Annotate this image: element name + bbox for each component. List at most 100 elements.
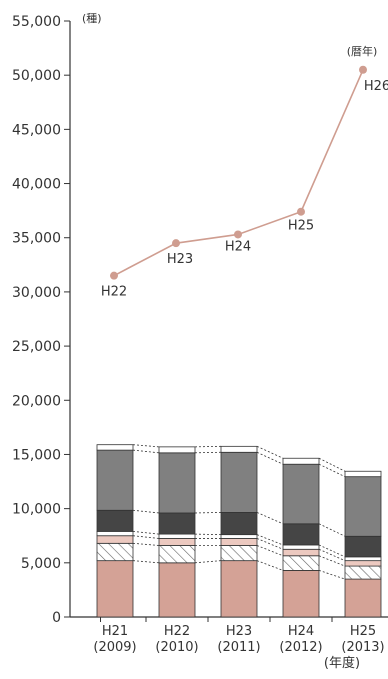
axes: 0 5,000 10,000 15,000 20,000 25,000 30,000 35,0…: [12, 14, 388, 626]
bar-segment: [220, 512, 258, 536]
y-tick-label: 30,000: [12, 285, 61, 301]
connector-line: [194, 451, 222, 454]
stacked-bars: [96, 444, 382, 618]
bar-segment: [96, 509, 134, 532]
y-tick-label: 55,000: [12, 14, 61, 30]
x-tick-label-year: (2011): [217, 640, 260, 655]
line-point-label: H24: [225, 239, 251, 254]
connector-line: [194, 512, 222, 514]
bar-segment: [220, 534, 258, 539]
connector-line: [132, 509, 160, 514]
bar-segment: [158, 538, 196, 546]
x-tick-label-era: H23: [226, 624, 252, 639]
y-tick-label: 40,000: [12, 177, 61, 193]
x-tick-label-era: H22: [164, 624, 190, 639]
bar-segment: [344, 535, 382, 558]
connector-line: [256, 445, 284, 459]
connector-line: [194, 533, 222, 536]
line-point-label: H23: [167, 252, 193, 267]
bar-segment: [96, 535, 134, 544]
connector-line: [256, 512, 284, 525]
bar-segment: [220, 451, 258, 513]
line-point: [234, 230, 242, 239]
bar-segment: [158, 562, 196, 618]
bar-segment: [344, 560, 382, 567]
bar-segment: [158, 545, 196, 564]
y-tick-label: 20,000: [12, 393, 61, 409]
connector-line: [256, 545, 284, 557]
y-tick-label: 25,000: [12, 339, 61, 355]
bar-segment: [96, 449, 134, 511]
line-point-label: H22: [101, 285, 127, 300]
connector-line: [318, 555, 346, 567]
connector-line: [194, 445, 222, 448]
bar-segment: [158, 446, 196, 454]
y-tick-label: 0: [52, 610, 61, 626]
connector-line: [318, 544, 346, 558]
bar-segment: [158, 512, 196, 535]
connector-line: [132, 449, 160, 454]
x-tick-label-era: H25: [350, 624, 376, 639]
bar-segment: [344, 556, 382, 562]
connector-line: [318, 457, 346, 472]
x-tick-label-year: (2009): [93, 640, 136, 655]
x-tick-label-year: (2012): [279, 640, 322, 655]
bar-segment: [158, 533, 196, 539]
connector-line: [318, 548, 346, 562]
bar-segment: [96, 530, 134, 537]
line-point: [359, 65, 367, 74]
y-tick-label: 15,000: [12, 447, 61, 463]
connector-line: [256, 534, 284, 546]
line-point-label: H25: [288, 219, 314, 234]
line-point: [297, 207, 305, 216]
bar-segment: [344, 578, 382, 618]
connector-line: [132, 530, 160, 535]
x-tick-label-year: (2010): [155, 640, 198, 655]
bar-segment: [220, 545, 258, 562]
line-point: [110, 271, 118, 280]
x-tick-label-era: H24: [288, 624, 314, 639]
connector-line: [132, 560, 160, 564]
bar-segment: [96, 542, 134, 562]
x-unit-label: (年度): [324, 655, 360, 671]
connector-line: [318, 523, 346, 537]
connector-line: [132, 542, 160, 546]
line-point: [172, 239, 180, 248]
bar-connectors: [132, 444, 346, 580]
bar-segment: [344, 476, 382, 537]
bar-segment: [282, 457, 320, 465]
bar-segment: [282, 544, 320, 550]
connector-line: [256, 560, 284, 571]
bar-segment: [282, 523, 320, 546]
bar-segment: [344, 470, 382, 478]
connector-line: [318, 570, 346, 580]
connector-line: [132, 535, 160, 539]
connector-line: [256, 451, 284, 465]
bar-segment: [344, 565, 382, 580]
bar-segment: [282, 463, 320, 525]
line-series: H22 H23 H24 H25 H26: [101, 65, 388, 300]
y-unit-label: (種): [82, 11, 102, 25]
bar-segment: [220, 538, 258, 546]
bar-segment: [282, 555, 320, 571]
y-tick-label: 10,000: [12, 502, 61, 518]
line-unit-label: (暦年): [347, 44, 378, 58]
bar-segment: [96, 560, 134, 618]
bar-segment: [220, 445, 258, 453]
y-tick-label: 5,000: [21, 556, 61, 572]
bar-segment: [282, 570, 320, 618]
bar-segment: [220, 560, 258, 618]
bar-segment: [282, 548, 320, 557]
line-point-label: H26: [364, 79, 388, 94]
x-tick-label-year: (2013): [341, 640, 384, 655]
bar-segment: [158, 452, 196, 514]
y-tick-label: 45,000: [12, 122, 61, 138]
connector-line: [256, 538, 284, 550]
x-tick-label-era: H21: [102, 624, 128, 639]
connector-line: [318, 463, 346, 478]
x-axis-labels: H21(2009) H22(2010) H23(2011) H24(2012) H25(…: [93, 624, 384, 655]
connector-line: [194, 560, 222, 564]
connector-line: [132, 444, 160, 448]
y-tick-label: 50,000: [12, 68, 61, 84]
